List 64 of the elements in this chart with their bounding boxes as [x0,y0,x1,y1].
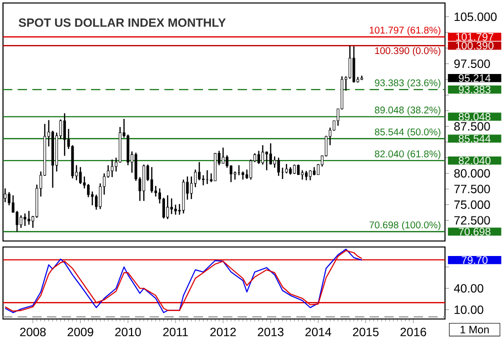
candlestick [269,142,272,166]
text: 79.70 [462,256,488,264]
candlestick [190,176,193,200]
ref-line-label: 93.383 (23.6%) [374,79,440,88]
candlestick [304,170,308,181]
x-tick-label: 2008 [20,328,46,336]
candlestick [24,212,26,227]
candlestick [63,112,66,156]
candlestick [166,194,169,220]
annotation: 100.390 [456,42,494,50]
candlestick [352,46,356,84]
y-tick-label: 77.500 [454,184,490,194]
y-tick-label: 72.500 [454,216,490,225]
text: 1 Mon [460,326,489,334]
candlestick [277,157,280,176]
ref-line-label: 70.698 (100.0%) [370,221,440,230]
text: SPOT US DOLLAR INDEX MONTHLY [18,18,226,27]
ref-line-label: 82.040 (61.8%) [374,150,440,160]
candlestick [222,147,224,164]
candlestick [273,156,276,168]
text: 95.214 [458,74,491,82]
y-tick-label: 40.00 [454,284,484,293]
candlestick [170,198,173,215]
x-tick-label: 2012 [210,328,236,336]
candlestick [261,144,264,166]
y-tick-label: 75.000 [454,200,490,209]
candlestick [348,45,352,80]
annotation: 89.048 [458,112,490,120]
y-tick-label: 10.00 [454,305,484,314]
x-tick-label: 2013 [258,328,284,336]
candlestick [257,150,260,165]
annotation: 85.544 [458,134,491,142]
y-tick-label: 87.500 [454,122,490,131]
candlestick [308,170,312,181]
candlestick [110,158,114,178]
candlestick [293,164,296,175]
ref-line-label: 85.544 (50.0%) [374,128,440,138]
annotation: 101.797 [456,33,494,41]
candlestick [198,161,201,181]
x-tick-label: 2015 [353,328,379,336]
candlestick [265,150,268,171]
ref-line-label: 89.048 (38.2%) [374,106,440,116]
candlestick [297,164,300,176]
candlestick [87,183,90,198]
y-tick-label: 105.000 [454,12,497,22]
candlestick [202,174,205,186]
candlestick [28,210,30,226]
candlestick [79,166,82,185]
x-tick-label: 2016 [400,328,426,336]
ref-line-label: 100.390 (0.0%) [375,46,440,56]
annotation: 70.698 [458,228,490,236]
annotation: 93.383 [458,86,490,94]
candlestick [174,204,177,216]
x-tick-label: 2009 [68,328,94,336]
ref-line-label: 101.797 (61.8%) [370,26,440,36]
x-tick-label: 2010 [115,328,141,336]
annotation: 82.040 [458,156,490,164]
y-tick-label: 80.000 [454,169,490,178]
x-tick-label: 2011 [163,328,188,336]
candlestick [20,214,22,228]
x-tick-label: 2014 [305,328,332,336]
y-tick-label: 97.500 [454,60,490,68]
candlestick [285,163,288,174]
candlestick [150,166,154,194]
